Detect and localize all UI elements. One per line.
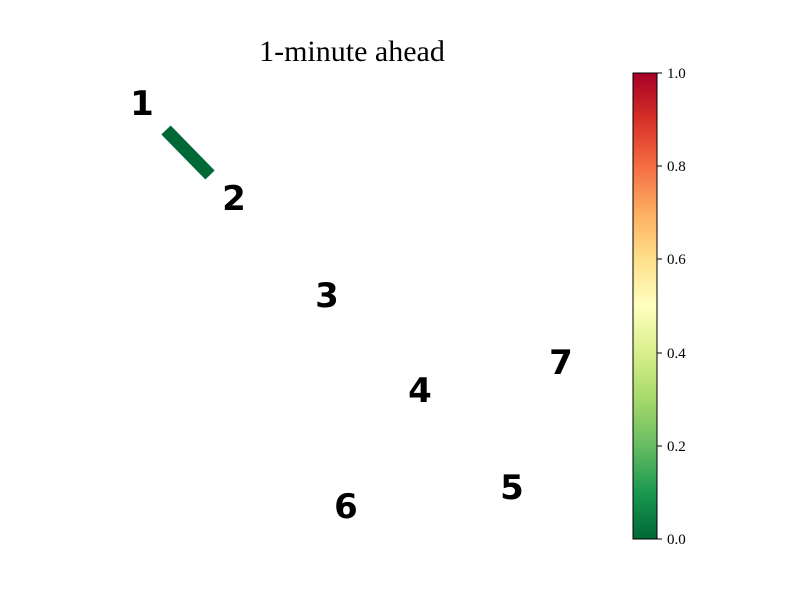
edge-1-2 — [161, 125, 215, 180]
chart-title: 1-minute ahead — [259, 35, 445, 68]
colorbar-tick-label-0: 0.0 — [667, 532, 686, 548]
colorbar-tick-label-4: 0.8 — [667, 159, 686, 175]
colorbar-tick-label-5: 1.0 — [667, 66, 686, 82]
colorbar: 0.0 0.2 0.4 0.6 0.8 1.0 — [632, 66, 686, 548]
node-label-3: 3 — [315, 276, 339, 316]
colorbar-tick-label-2: 0.4 — [667, 346, 686, 362]
node-label-5: 5 — [500, 468, 524, 508]
colorbar-tick-label-1: 0.2 — [667, 439, 686, 455]
colorbar-tick-label-3: 0.6 — [667, 252, 686, 268]
colorbar-gradient — [632, 72, 658, 540]
node-label-7: 7 — [549, 343, 573, 383]
node-label-2: 2 — [222, 179, 246, 219]
node-label-4: 4 — [408, 371, 432, 411]
node-label-6: 6 — [334, 487, 358, 527]
colorbar-ticks — [657, 72, 662, 540]
node-label-1: 1 — [130, 84, 154, 124]
